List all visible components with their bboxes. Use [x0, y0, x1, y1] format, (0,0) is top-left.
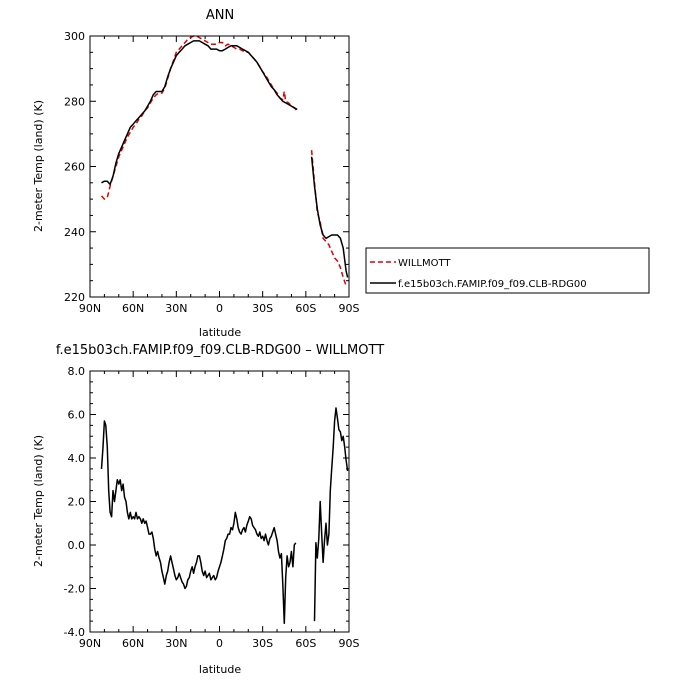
top-panel: ANN 90N 60N 30N 0 30S 60S 90S 220240260280300 … — [32, 8, 360, 339]
x-tick-label: 90S — [339, 302, 360, 315]
y-tick-label: 280 — [64, 95, 85, 108]
top-chart-title: ANN — [206, 8, 234, 23]
y-tick-label: -4.0 — [64, 626, 85, 639]
y-tick-label: 2.0 — [68, 496, 86, 509]
x-tick-label: 60N — [122, 637, 144, 650]
legend-box — [365, 247, 650, 294]
top-tick-marks — [89, 35, 350, 298]
bottom-plot-frame — [89, 370, 350, 633]
bottom-tick-marks — [89, 370, 350, 633]
top-x-tick-labels: 90N 60N 30N 0 30S 60S 90S — [79, 302, 360, 315]
x-tick-label: 30N — [165, 302, 187, 315]
bottom-chart-title: f.e15b03ch.FAMIP.f09_f09.CLB-RDG00 – WIL… — [56, 343, 384, 358]
y-tick-label: 240 — [64, 226, 85, 239]
x-tick-label: 30S — [252, 302, 273, 315]
x-tick-label: 90S — [339, 637, 360, 650]
y-tick-label: 6.0 — [68, 409, 86, 422]
top-series-lines — [100, 35, 349, 286]
y-tick-label: 260 — [64, 161, 85, 174]
series-line-1 — [101, 40, 298, 186]
series-line-0 — [310, 150, 347, 286]
bottom-x-axis-label: latitude — [199, 663, 241, 676]
top-plot-frame — [89, 35, 350, 298]
top-x-axis-label: latitude — [199, 326, 241, 339]
bottom-x-tick-labels: 90N 60N 30N 0 30S 60S 90S — [79, 637, 360, 650]
bottom-series-lines — [100, 407, 349, 625]
series-line-0 — [100, 420, 297, 625]
x-tick-label: 0 — [216, 637, 223, 650]
x-tick-label: 60S — [295, 302, 316, 315]
y-tick-label: -2.0 — [64, 583, 85, 596]
x-tick-label: 60N — [122, 302, 144, 315]
bottom-y-axis-label: 2-meter Temp (land) (K) — [32, 435, 45, 567]
top-y-tick-labels: 220 240 260 280 300 — [64, 30, 85, 304]
x-tick-label: 0 — [216, 302, 223, 315]
y-tick-label: 300 — [64, 30, 85, 43]
legend-label-model: f.e15b03ch.FAMIP.f09_f09.CLB-RDG00 — [398, 279, 587, 290]
x-tick-label: 30S — [252, 637, 273, 650]
series-line-1 — [310, 156, 349, 278]
legend: WILLMOTT f.e15b03ch.FAMIP.f09_f09.CLB-RD… — [365, 247, 650, 294]
y-tick-label: 8.0 — [68, 365, 86, 378]
legend-label-willmott: WILLMOTT — [398, 258, 451, 269]
bottom-panel: f.e15b03ch.FAMIP.f09_f09.CLB-RDG00 – WIL… — [32, 343, 384, 676]
x-tick-label: 90N — [79, 302, 101, 315]
y-tick-label: 220 — [64, 291, 85, 304]
x-tick-label: 60S — [295, 637, 316, 650]
top-y-axis-label: 2-meter Temp (land) (K) — [32, 100, 45, 232]
series-line-0 — [100, 35, 298, 200]
series-line-0 — [313, 407, 349, 622]
y-tick-label: 0.0 — [68, 539, 86, 552]
x-tick-label: 90N — [79, 637, 101, 650]
y-tick-label: 4.0 — [68, 452, 86, 465]
bottom-y-tick-labels: -4.0 -2.0 0.0 2.0 4.0 6.0 8.0 — [64, 365, 85, 639]
x-tick-label: 30N — [165, 637, 187, 650]
